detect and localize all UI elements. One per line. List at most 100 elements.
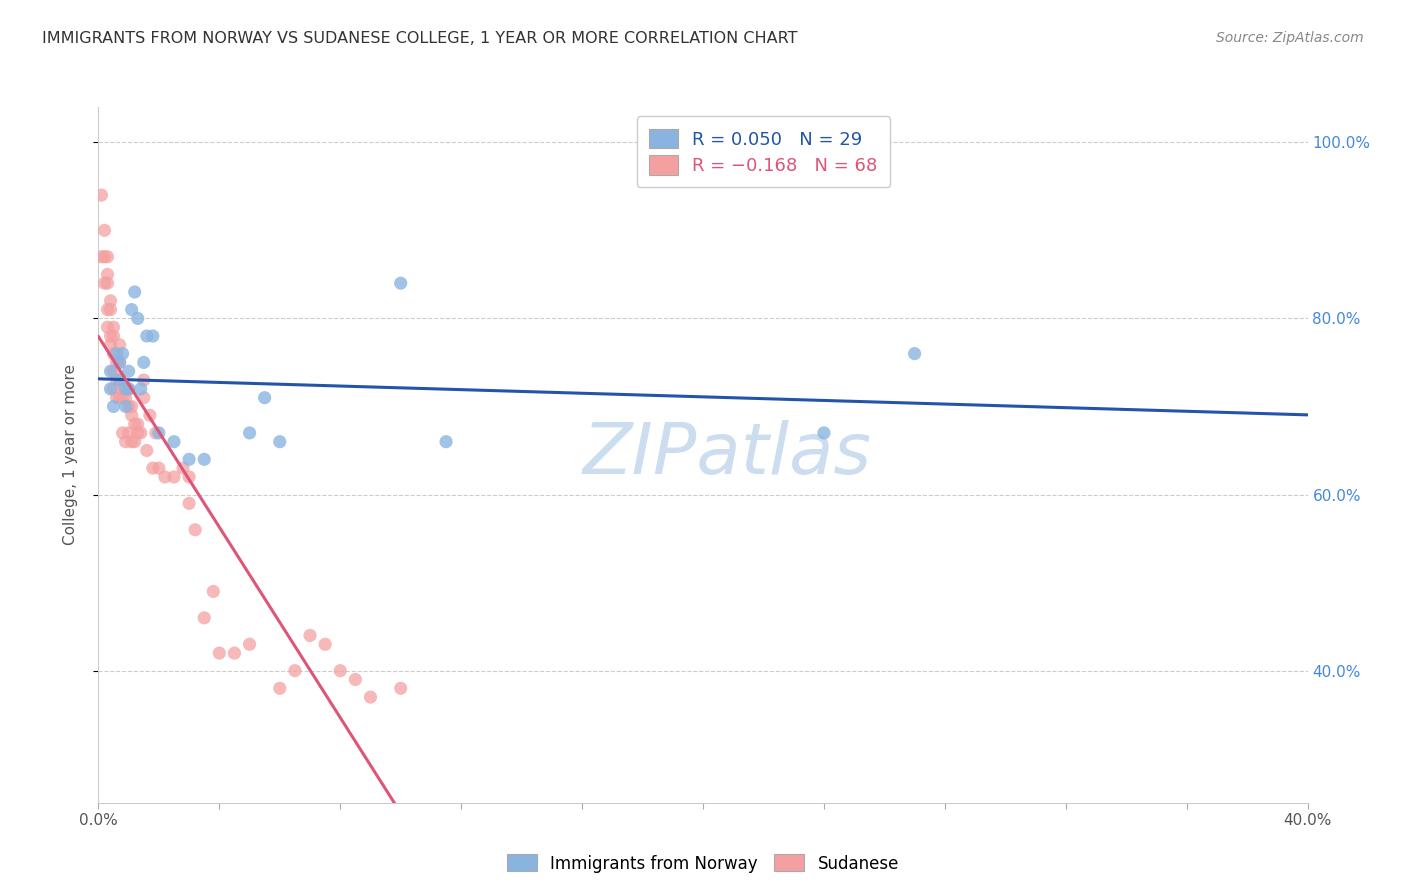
Point <box>108 373 131 387</box>
Point <box>299 628 322 642</box>
Point <box>121 434 143 449</box>
Point <box>193 452 215 467</box>
Point <box>145 425 167 440</box>
Point <box>135 443 157 458</box>
Legend: R = 0.050   N = 29, R = −0.168   N = 68: R = 0.050 N = 29, R = −0.168 N = 68 <box>637 116 890 187</box>
Point <box>172 461 194 475</box>
Point <box>124 434 146 449</box>
Point <box>111 425 134 440</box>
Point <box>224 646 246 660</box>
Point <box>193 611 215 625</box>
Text: Source: ZipAtlas.com: Source: ZipAtlas.com <box>1216 31 1364 45</box>
Point <box>142 329 165 343</box>
Point <box>163 434 186 449</box>
Point <box>105 373 128 387</box>
Point <box>108 355 131 369</box>
Point <box>96 302 118 317</box>
Point <box>148 461 170 475</box>
Point <box>96 320 118 334</box>
Point <box>100 364 122 378</box>
Point <box>179 496 201 510</box>
Point <box>111 391 134 405</box>
Point <box>329 664 352 678</box>
Point <box>127 417 149 431</box>
Point <box>135 329 157 343</box>
Point <box>284 664 307 678</box>
Point <box>314 637 336 651</box>
Point <box>239 425 262 440</box>
Point <box>139 409 162 423</box>
Point <box>148 425 170 440</box>
Point <box>100 338 122 352</box>
Text: ZIPatlas: ZIPatlas <box>582 420 872 490</box>
Point <box>202 584 225 599</box>
Point <box>153 470 176 484</box>
Point <box>114 391 136 405</box>
Point <box>118 382 141 396</box>
Point <box>389 681 412 696</box>
Point <box>269 434 291 449</box>
Point <box>93 276 115 290</box>
Point <box>344 673 367 687</box>
Point <box>103 346 125 360</box>
Point <box>103 329 125 343</box>
Point <box>111 346 134 360</box>
Point <box>389 276 412 290</box>
Point <box>118 425 141 440</box>
Point <box>239 637 262 651</box>
Point <box>100 329 122 343</box>
Point <box>434 434 457 449</box>
Point <box>132 391 155 405</box>
Point <box>100 302 122 317</box>
Text: IMMIGRANTS FROM NORWAY VS SUDANESE COLLEGE, 1 YEAR OR MORE CORRELATION CHART: IMMIGRANTS FROM NORWAY VS SUDANESE COLLE… <box>42 31 797 46</box>
Point <box>132 373 155 387</box>
Point <box>96 276 118 290</box>
Point <box>103 364 125 378</box>
Point <box>118 400 141 414</box>
Point <box>90 188 112 202</box>
Point <box>142 461 165 475</box>
Point <box>132 355 155 369</box>
Point <box>124 285 146 299</box>
Point <box>93 223 115 237</box>
Point <box>114 382 136 396</box>
Point <box>108 355 131 369</box>
Point <box>118 382 141 396</box>
Point <box>253 391 276 405</box>
Legend: Immigrants from Norway, Sudanese: Immigrants from Norway, Sudanese <box>501 847 905 880</box>
Point <box>124 417 146 431</box>
Point <box>208 646 231 660</box>
Point <box>127 425 149 440</box>
Point <box>121 400 143 414</box>
Point <box>269 681 291 696</box>
Point <box>184 523 207 537</box>
Point <box>105 355 128 369</box>
Point <box>118 364 141 378</box>
Point <box>813 425 835 440</box>
Point <box>179 452 201 467</box>
Point <box>105 391 128 405</box>
Point <box>114 434 136 449</box>
Point <box>179 470 201 484</box>
Point <box>127 311 149 326</box>
Point <box>103 400 125 414</box>
Point <box>103 382 125 396</box>
Point <box>100 382 122 396</box>
Point <box>105 346 128 360</box>
Point <box>108 373 131 387</box>
Point <box>90 250 112 264</box>
Point <box>108 338 131 352</box>
Point <box>108 391 131 405</box>
Point <box>163 470 186 484</box>
Point <box>360 690 382 705</box>
Point <box>129 425 152 440</box>
Y-axis label: College, 1 year or more: College, 1 year or more <box>63 365 77 545</box>
Point <box>93 250 115 264</box>
Point <box>100 293 122 308</box>
Point <box>121 409 143 423</box>
Point <box>114 400 136 414</box>
Point <box>121 302 143 317</box>
Point <box>96 268 118 282</box>
Point <box>129 382 152 396</box>
Point <box>103 320 125 334</box>
